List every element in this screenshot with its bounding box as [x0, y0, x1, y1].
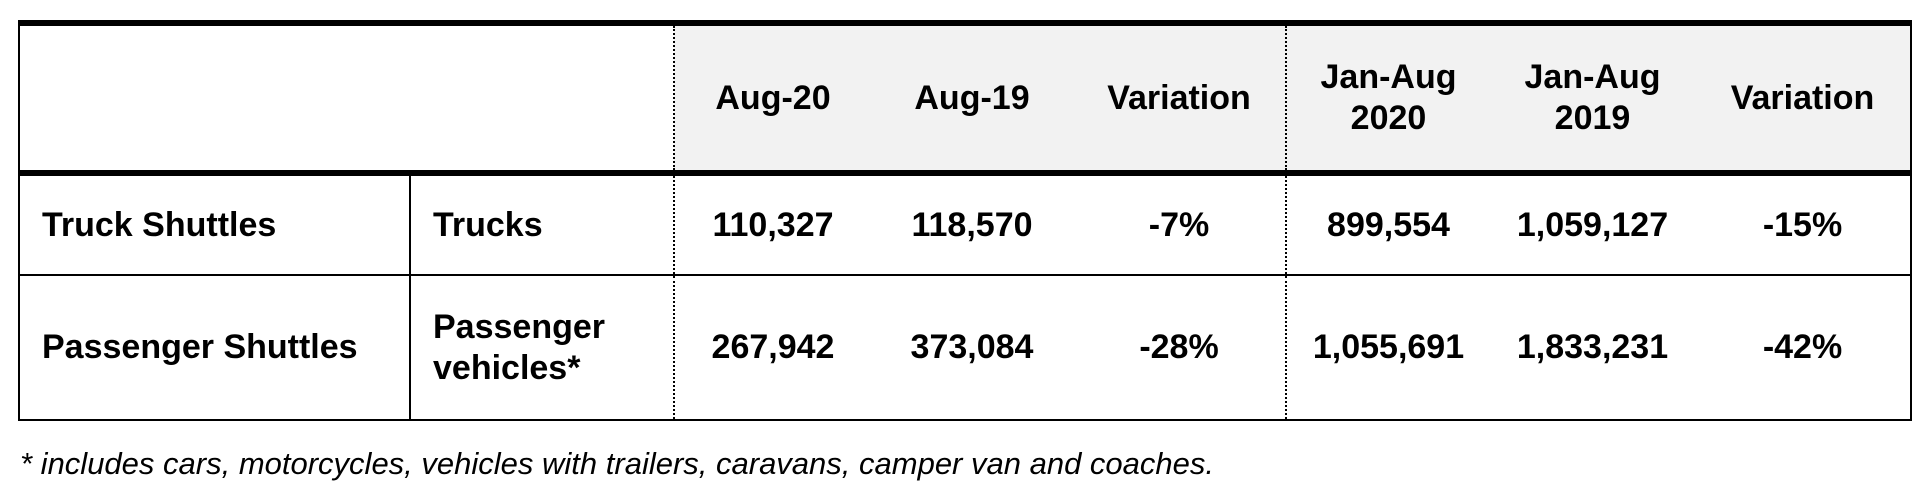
table-cell: 118,570 — [871, 173, 1073, 276]
row-label: Passenger vehicles* — [410, 275, 675, 420]
row-label: Trucks — [410, 173, 675, 276]
header-row: Aug-20 Aug-19 Variation Jan-Aug 2020 Jan-Aug… — [19, 20, 1911, 176]
table-cell: 1,059,127 — [1490, 173, 1695, 276]
header-cell — [19, 20, 410, 176]
table-cell: -42% — [1762, 328, 1843, 367]
table-row: Passenger Shuttles Passenger vehicles* 267… — [19, 275, 1911, 420]
table-cell: 267,942 — [711, 328, 835, 367]
header-cell: Aug-20 — [674, 20, 871, 176]
table-row: Truck Shuttles Trucks 110,327 118,570 -7% 899… — [19, 173, 1911, 276]
table-cell: 110,327 — [674, 173, 871, 276]
header-cell: Variation — [1695, 20, 1911, 176]
data-table: Aug-20 Aug-19 Variation Jan-Aug 2020 Jan-Aug… — [18, 20, 1912, 421]
table-cell: -28% — [1139, 328, 1219, 367]
table-cell: 1,833,231 — [1516, 328, 1669, 367]
header-cell: Jan-Aug 2020 — [1285, 20, 1490, 176]
table-cell: 1,055,691 — [1285, 275, 1490, 420]
header-cell: Jan-Aug 2019 — [1490, 20, 1695, 176]
table-cell: 899,554 — [1285, 173, 1490, 276]
row-label: Passenger Shuttles — [19, 275, 411, 420]
table-cell: -15% — [1695, 173, 1911, 276]
header-cell: Variation — [1073, 20, 1286, 176]
table-cell: -7% — [1073, 173, 1286, 276]
row-label: Truck Shuttles — [19, 173, 411, 276]
table-cell: 373,084 — [910, 328, 1034, 367]
header-cell — [410, 20, 675, 176]
header-cell: Aug-19 — [871, 20, 1073, 176]
footnote: * includes cars, motorcycles, vehicles w… — [20, 446, 1214, 481]
